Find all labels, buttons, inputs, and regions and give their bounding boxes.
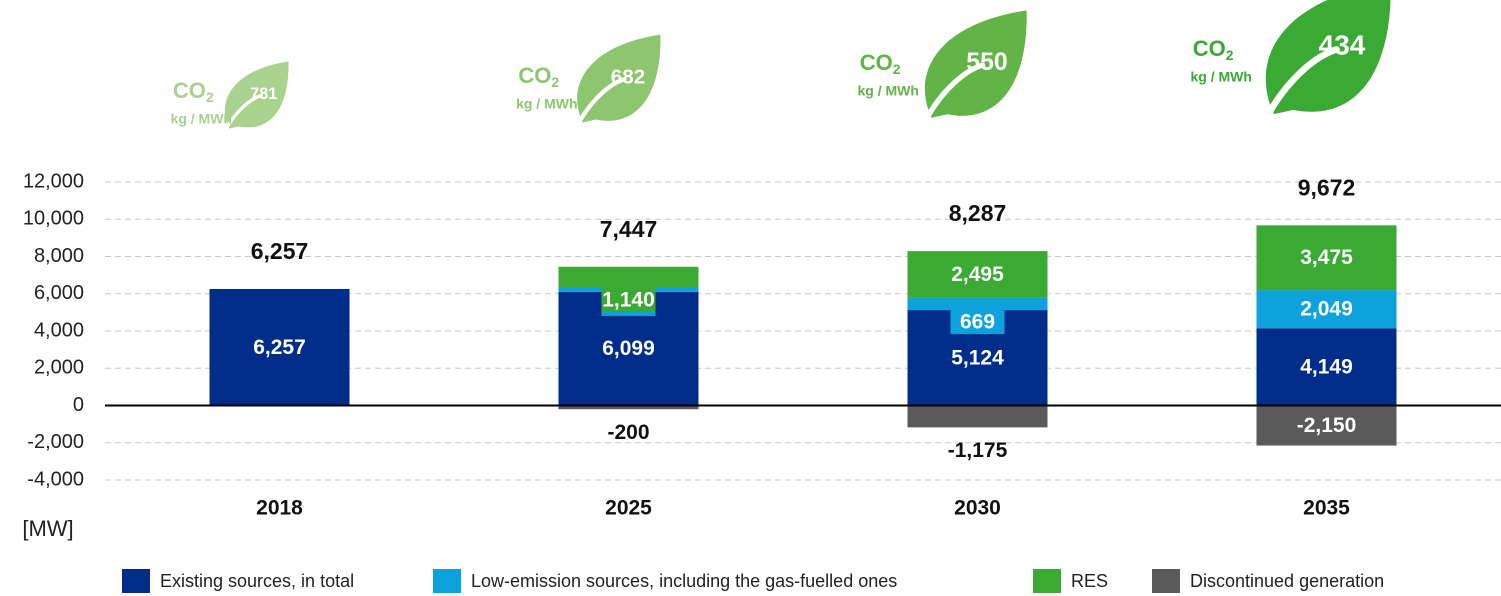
leaf-shape bbox=[1265, 0, 1391, 115]
legend-swatch bbox=[1033, 569, 1061, 593]
bar-segment bbox=[907, 251, 1048, 298]
y-tick-label: 0 bbox=[73, 394, 84, 416]
co2-subscript: 2 bbox=[1226, 47, 1234, 63]
co2-label: CO2 bbox=[518, 63, 559, 90]
co2-value: 434 bbox=[1319, 30, 1366, 61]
co2-leaf bbox=[916, 10, 1027, 137]
legend-swatch bbox=[122, 569, 150, 593]
co2-subscript: 2 bbox=[551, 74, 559, 90]
x-tick-label: 2035 bbox=[1303, 497, 1350, 520]
leaf-shape bbox=[224, 61, 289, 129]
data-label: 4,149 bbox=[1300, 355, 1353, 378]
data-label: 6,257 bbox=[253, 336, 306, 359]
co2-leaf bbox=[1255, 0, 1391, 137]
data-label: 6,099 bbox=[602, 337, 655, 360]
total-label: 6,257 bbox=[251, 238, 309, 264]
bar-segment bbox=[1256, 290, 1397, 329]
bar-segment bbox=[1256, 225, 1397, 291]
co2-subscript: 2 bbox=[206, 89, 214, 105]
legend-swatch bbox=[433, 569, 461, 593]
y-tick-label: 8,000 bbox=[34, 245, 84, 267]
data-label-box bbox=[601, 288, 656, 313]
co2-leaf bbox=[219, 61, 289, 141]
co2-label: CO2 bbox=[1193, 36, 1234, 63]
y-unit: [MW] bbox=[22, 516, 73, 541]
legend-swatch bbox=[1152, 569, 1180, 593]
data-label: -2,150 bbox=[1297, 414, 1357, 437]
total-label: 9,672 bbox=[1298, 174, 1356, 200]
co2-text: CO bbox=[518, 63, 551, 88]
co2-label: CO2 bbox=[173, 78, 214, 105]
bar-segment bbox=[907, 405, 1048, 428]
co2-unit: kg / MWh bbox=[516, 96, 577, 112]
leaf-shape bbox=[924, 10, 1027, 118]
x-tick-label: 2018 bbox=[256, 497, 303, 520]
bar-segment bbox=[558, 405, 699, 410]
y-tick-label: 10,000 bbox=[23, 208, 84, 230]
co2-subscript: 2 bbox=[893, 61, 901, 77]
data-label-box bbox=[950, 310, 1005, 335]
data-label: -200 bbox=[607, 421, 649, 444]
bar-segment bbox=[1256, 328, 1397, 406]
co2-value: 682 bbox=[611, 65, 646, 88]
data-label: 1,140 bbox=[602, 289, 655, 312]
bar-segment bbox=[209, 288, 350, 406]
x-tick-label: 2030 bbox=[954, 497, 1001, 520]
y-tick-label: 2,000 bbox=[34, 357, 84, 379]
bar-segment bbox=[1256, 405, 1397, 446]
x-tick-label: 2025 bbox=[605, 497, 652, 520]
legend-label: Low-emission sources, including the gas-… bbox=[471, 571, 897, 591]
leaf-vein bbox=[219, 93, 263, 141]
leaf-vein bbox=[916, 62, 986, 137]
total-label: 7,447 bbox=[600, 216, 658, 242]
legend-label: Existing sources, in total bbox=[160, 571, 354, 591]
co2-unit: kg / MWh bbox=[1190, 69, 1251, 85]
total-label: 8,287 bbox=[949, 200, 1007, 226]
co2-value: 550 bbox=[966, 48, 1008, 76]
legend-label: Discontinued generation bbox=[1190, 571, 1384, 591]
y-tick-label: 12,000 bbox=[23, 170, 84, 192]
leaf-shape bbox=[577, 34, 661, 123]
co2-text: CO bbox=[1193, 36, 1226, 61]
legend-label: RES bbox=[1071, 571, 1108, 591]
bar-segment bbox=[558, 266, 699, 289]
co2-label: CO2 bbox=[860, 50, 901, 77]
data-label: 3,475 bbox=[1300, 246, 1353, 269]
leaf-vein bbox=[570, 77, 627, 138]
co2-leaf bbox=[570, 34, 661, 138]
y-tick-label: -4,000 bbox=[27, 468, 84, 490]
data-label: 5,124 bbox=[951, 346, 1004, 369]
y-tick-label: 6,000 bbox=[34, 282, 84, 304]
data-label: 2,495 bbox=[951, 263, 1004, 286]
co2-unit: kg / MWh bbox=[171, 111, 232, 127]
co2-value: 781 bbox=[250, 85, 277, 103]
bar-segment bbox=[907, 297, 1048, 311]
data-label: -1,175 bbox=[948, 439, 1008, 462]
leaf-vein bbox=[1255, 46, 1340, 137]
co2-text: CO bbox=[173, 78, 206, 103]
y-tick-label: -2,000 bbox=[27, 431, 84, 453]
data-label: 669 bbox=[960, 311, 995, 334]
co2-unit: kg / MWh bbox=[857, 83, 918, 99]
y-tick-label: 4,000 bbox=[34, 319, 84, 341]
data-label: 2,049 bbox=[1300, 298, 1353, 321]
co2-text: CO bbox=[860, 50, 893, 75]
